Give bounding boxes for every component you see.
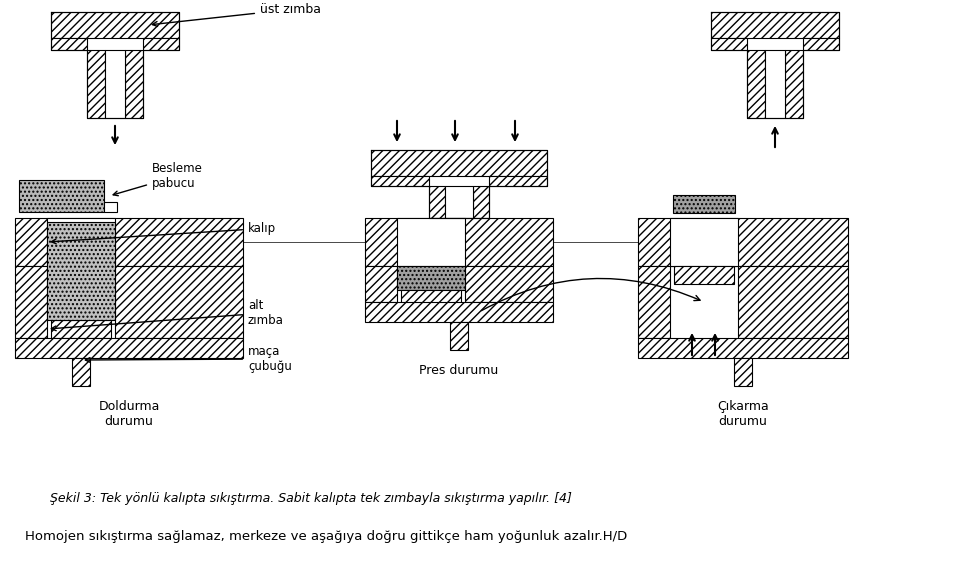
Bar [51,38,87,50]
Bar [104,202,117,212]
Text: Besleme
pabucu: Besleme pabucu [113,162,203,196]
Bar [473,186,489,218]
Bar [371,176,429,186]
Bar [47,222,115,320]
Bar [638,338,848,358]
Bar [365,266,397,302]
Bar [15,266,47,338]
Text: Şekil 3: Tek yönlü kalıpta sıkıştırma. Sabit kalıpta tek zımbayla sıkıştırma yap: Şekil 3: Tek yönlü kalıpta sıkıştırma. S… [50,492,572,505]
Bar [143,38,179,50]
Text: kalıp: kalıp [52,222,276,244]
Bar [670,218,738,266]
Bar [15,218,243,266]
Bar [638,266,670,338]
Bar [445,186,473,218]
Bar [638,218,848,266]
Bar [673,195,735,213]
Text: alt
zımba: alt zımba [52,299,283,330]
Bar [711,12,839,38]
Text: Homojen sıkıştırma sağlamaz, merkeze ve aşağıya doğru gittikçe ham yoğunluk azal: Homojen sıkıştırma sağlamaz, merkeze ve … [25,530,627,543]
Bar [365,218,553,266]
Text: Çıkarma
durumu: Çıkarma durumu [717,400,768,428]
Bar [47,218,115,266]
Bar [674,266,734,284]
Bar [51,12,179,38]
Bar [734,358,752,386]
Text: maça
çubuğu: maça çubuğu [86,345,292,373]
Bar [401,290,461,304]
Bar [450,322,468,350]
Bar [15,338,243,358]
Bar [803,38,839,50]
Bar [365,302,553,322]
Bar [711,38,747,50]
Bar [785,50,803,118]
Bar [87,50,105,118]
Bar [115,266,243,338]
Bar [19,180,104,212]
Bar [489,176,547,186]
Bar [125,50,143,118]
Bar [397,266,465,290]
Bar [72,358,90,386]
Bar [51,320,111,338]
Bar [765,50,785,118]
Text: üst zımba: üst zımba [152,3,321,26]
Bar [397,218,465,266]
Bar [429,186,445,218]
Bar [465,266,553,302]
Text: Doldurma
durumu: Doldurma durumu [98,400,160,428]
Text: Pres durumu: Pres durumu [420,364,499,377]
Bar [105,50,125,118]
Bar [747,50,765,118]
Bar [371,150,547,176]
Bar [738,266,848,338]
